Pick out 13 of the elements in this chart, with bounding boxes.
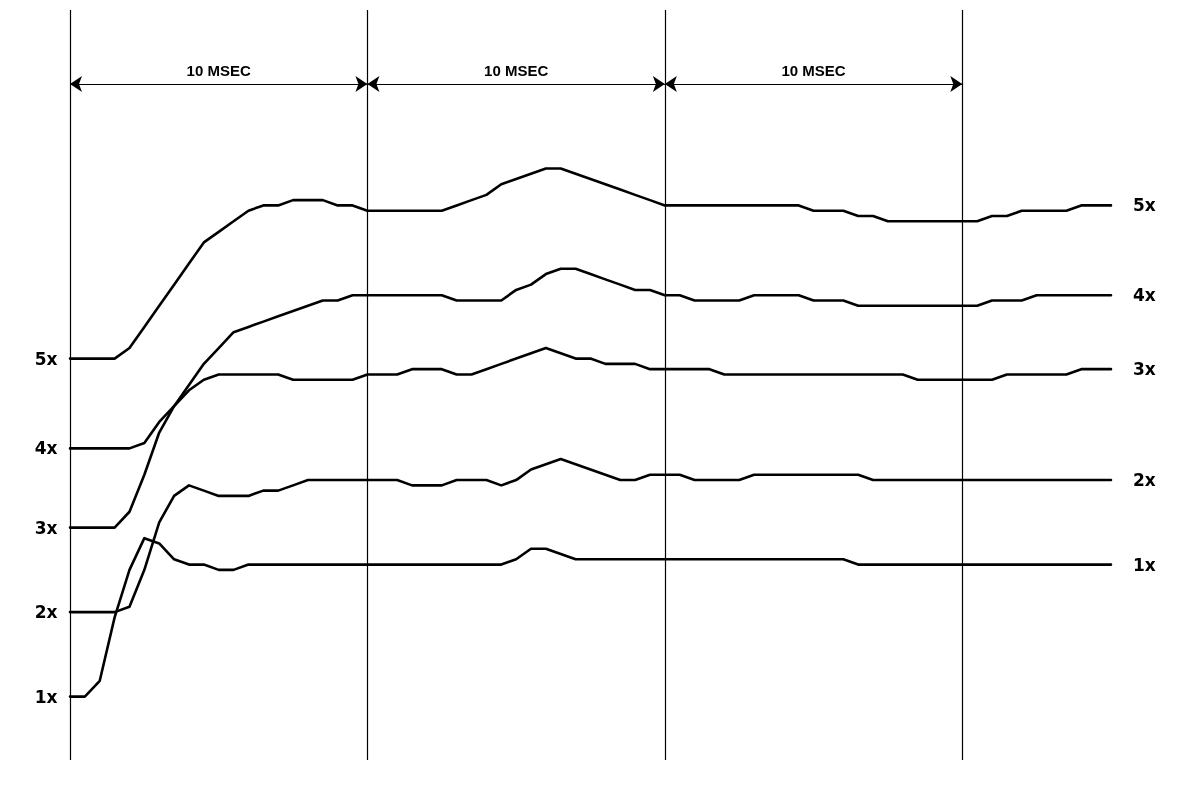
text: 3x bbox=[34, 517, 58, 538]
series-label: 2x bbox=[1133, 470, 1156, 491]
series-label: 3x bbox=[1133, 359, 1156, 380]
series-label: 1x bbox=[1133, 554, 1156, 575]
text: 10 MSEC bbox=[186, 61, 251, 79]
series-label: 4x bbox=[1133, 285, 1156, 306]
text: 4x bbox=[34, 438, 58, 459]
text: 10 MSEC bbox=[484, 61, 549, 79]
series-label: 5x bbox=[1133, 195, 1156, 216]
text: 10 MSEC bbox=[781, 61, 846, 79]
text: 5x bbox=[34, 348, 58, 369]
text: 2x bbox=[34, 602, 58, 623]
text: 1x bbox=[34, 686, 58, 707]
